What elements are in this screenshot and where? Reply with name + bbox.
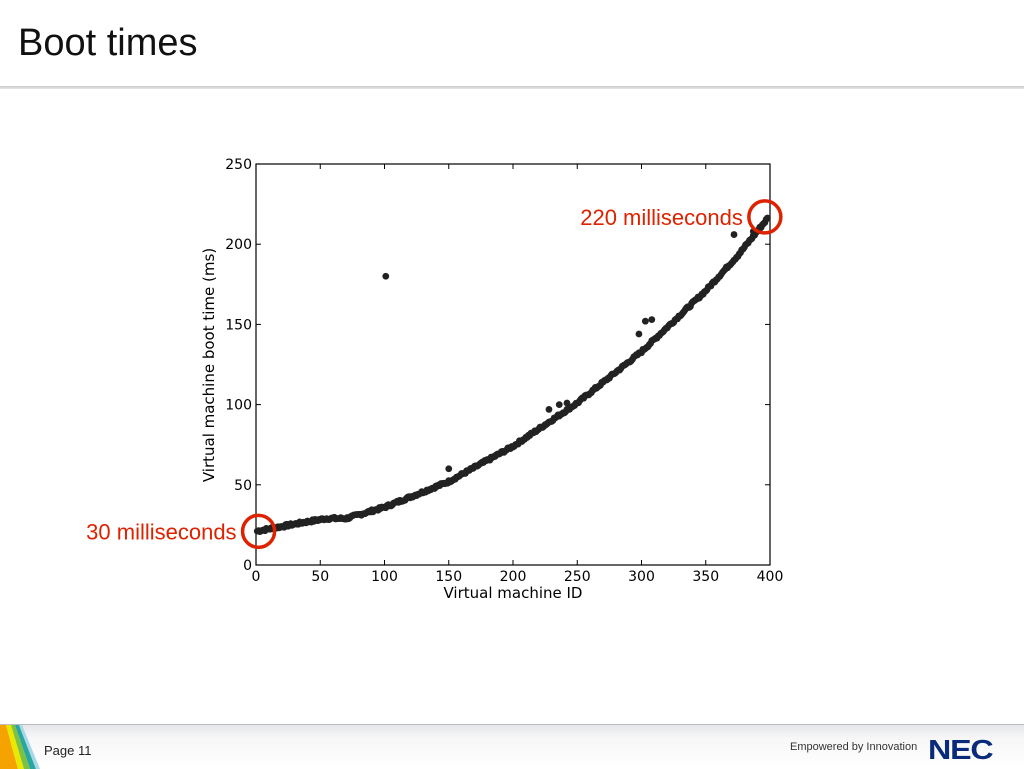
outlier-point [635, 330, 643, 338]
callout-label: 30 milliseconds [86, 519, 236, 544]
y-tick-label: 100 [225, 398, 252, 414]
x-tick-label: 300 [628, 569, 655, 585]
outlier-point [545, 406, 553, 413]
data-points [253, 214, 771, 535]
footer-stripes-graphic [0, 725, 40, 769]
x-axis-label: Virtual machine ID [444, 584, 583, 602]
data-point [764, 214, 771, 222]
y-tick-label: 50 [234, 478, 252, 494]
tagline: Empowered by Innovation [790, 741, 918, 753]
outlier-point [382, 272, 390, 280]
outlier-point [730, 231, 738, 238]
annotations: 220 milliseconds 30 milliseconds [86, 199, 783, 550]
x-tick-label: 50 [311, 569, 329, 585]
nec-logo: NEC [928, 734, 994, 765]
x-tick-label: 100 [371, 569, 398, 585]
x-tick-label: 200 [500, 569, 527, 585]
outlier-point [648, 316, 656, 323]
outlier-point [555, 401, 563, 408]
x-tick-label: 0 [252, 569, 261, 585]
outlier-point [563, 399, 571, 407]
title-divider [0, 86, 1024, 89]
y-tick-label: 0 [243, 558, 252, 574]
y-axis-label: Virtual machine boot time (ms) [200, 248, 218, 482]
y-tick-label: 250 [225, 157, 252, 173]
outlier-point [445, 465, 453, 473]
footer-bar: Page 11 Empowered by Innovation NEC [0, 724, 1024, 769]
page-number: Page 11 [44, 743, 92, 758]
x-tick-label: 350 [692, 569, 719, 585]
outlier-point [641, 317, 649, 325]
x-tick-label: 250 [564, 569, 591, 585]
callout-circle [240, 513, 277, 550]
y-tick-label: 200 [225, 237, 252, 253]
x-tick-label: 400 [757, 569, 784, 585]
x-tick-label: 150 [435, 569, 462, 585]
callout-label: 220 milliseconds [580, 205, 743, 230]
y-tick-label: 150 [225, 317, 252, 333]
scatter-chart: 0 50 100 150 200 250 300 350 400050100150200250 … [86, 157, 783, 602]
callout-circle [747, 199, 783, 235]
slide-title: Boot times [18, 22, 198, 64]
axis-ticks: 0 50 100 150 200 250 300 350 400 0 50 100 150 200 250 [225, 157, 783, 585]
